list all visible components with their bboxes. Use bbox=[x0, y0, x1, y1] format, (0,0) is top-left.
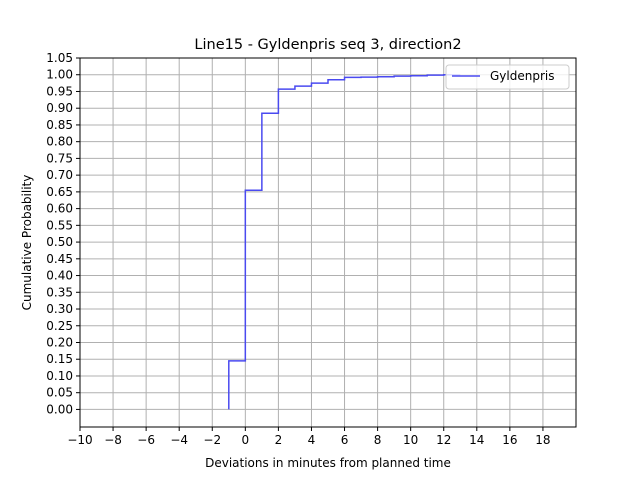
y-tick-label: 0.20 bbox=[46, 335, 73, 349]
y-tick-label: 0.25 bbox=[46, 319, 73, 333]
y-tick-label: 0.30 bbox=[46, 302, 73, 316]
x-tick-label: −10 bbox=[67, 433, 92, 447]
x-tick-label: 16 bbox=[502, 433, 517, 447]
chart-title: Line15 - Gyldenpris seq 3, direction2 bbox=[194, 37, 461, 53]
y-tick-label: 1.05 bbox=[46, 51, 73, 65]
y-tick-label: 0.85 bbox=[46, 118, 73, 132]
y-tick-label: 0.50 bbox=[46, 235, 73, 249]
y-tick-label: 0.75 bbox=[46, 151, 73, 165]
y-tick-label: 0.60 bbox=[46, 202, 73, 216]
x-tick-label: 4 bbox=[308, 433, 316, 447]
y-tick-label: 0.45 bbox=[46, 252, 73, 266]
x-axis-ticks: −10 −8 −6 −4 −2 0 2 4 6 8 10 12 14 16 18 bbox=[67, 427, 551, 447]
y-tick-label: 0.35 bbox=[46, 285, 73, 299]
x-tick-label: 0 bbox=[242, 433, 250, 447]
series-line-gyldenpris bbox=[228, 73, 461, 410]
legend: Gyldenpris bbox=[445, 64, 570, 90]
y-tick-label: 0.05 bbox=[46, 386, 73, 400]
series-layer bbox=[228, 73, 461, 410]
x-tick-label: 6 bbox=[341, 433, 349, 447]
x-tick-label: −4 bbox=[170, 433, 188, 447]
y-tick-label: 0.55 bbox=[46, 218, 73, 232]
x-tick-label: 14 bbox=[469, 433, 484, 447]
legend-label: Gyldenpris bbox=[490, 69, 554, 83]
y-tick-label: 0.90 bbox=[46, 101, 73, 115]
y-tick-label: 0.10 bbox=[46, 369, 73, 383]
y-tick-label: 1.00 bbox=[46, 68, 73, 82]
y-tick-label: 0.15 bbox=[46, 352, 73, 366]
x-tick-label: −6 bbox=[137, 433, 155, 447]
x-tick-label: 18 bbox=[535, 433, 550, 447]
x-tick-label: 2 bbox=[275, 433, 283, 447]
y-axis-label: Cumulative Probability bbox=[20, 175, 34, 311]
x-tick-label: 8 bbox=[374, 433, 382, 447]
y-tick-label: 0.40 bbox=[46, 269, 73, 283]
y-tick-label: 0.80 bbox=[46, 135, 73, 149]
x-tick-label: 12 bbox=[436, 433, 451, 447]
x-tick-label: −8 bbox=[104, 433, 122, 447]
y-axis-ticks: 0.00 0.05 0.10 0.15 0.20 0.25 0.30 0.35 0.40 0.45… bbox=[46, 51, 80, 416]
y-tick-label: 0.65 bbox=[46, 185, 73, 199]
y-tick-label: 0.95 bbox=[46, 84, 73, 98]
x-axis-label: Deviations in minutes from planned time bbox=[205, 456, 451, 470]
y-tick-label: 0.00 bbox=[46, 402, 73, 416]
legend-box bbox=[445, 64, 570, 90]
x-tick-label: −2 bbox=[203, 433, 221, 447]
y-tick-label: 0.70 bbox=[46, 168, 73, 182]
x-tick-label: 10 bbox=[403, 433, 418, 447]
